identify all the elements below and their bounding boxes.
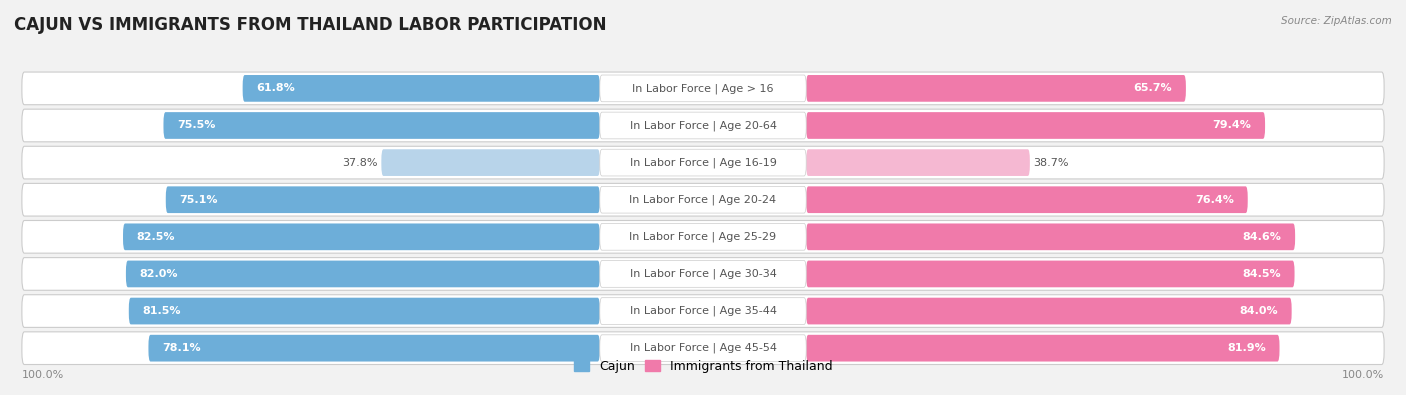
Text: 81.9%: 81.9% [1227, 343, 1265, 353]
Text: In Labor Force | Age 35-44: In Labor Force | Age 35-44 [630, 306, 776, 316]
FancyBboxPatch shape [600, 224, 806, 250]
Text: 84.5%: 84.5% [1241, 269, 1281, 279]
Text: 65.7%: 65.7% [1133, 83, 1173, 93]
FancyBboxPatch shape [127, 261, 600, 287]
Text: In Labor Force | Age 30-34: In Labor Force | Age 30-34 [630, 269, 776, 279]
FancyBboxPatch shape [600, 186, 806, 213]
Text: 100.0%: 100.0% [1341, 370, 1384, 380]
FancyBboxPatch shape [600, 298, 806, 324]
Text: 76.4%: 76.4% [1195, 195, 1234, 205]
Legend: Cajun, Immigrants from Thailand: Cajun, Immigrants from Thailand [569, 355, 837, 378]
Text: 75.1%: 75.1% [180, 195, 218, 205]
FancyBboxPatch shape [22, 183, 1384, 216]
FancyBboxPatch shape [806, 186, 1247, 213]
Text: 84.0%: 84.0% [1239, 306, 1278, 316]
FancyBboxPatch shape [806, 298, 1292, 324]
Text: 100.0%: 100.0% [22, 370, 65, 380]
FancyBboxPatch shape [22, 109, 1384, 142]
FancyBboxPatch shape [243, 75, 600, 102]
FancyBboxPatch shape [600, 112, 806, 139]
Text: CAJUN VS IMMIGRANTS FROM THAILAND LABOR PARTICIPATION: CAJUN VS IMMIGRANTS FROM THAILAND LABOR … [14, 16, 606, 34]
FancyBboxPatch shape [163, 112, 600, 139]
FancyBboxPatch shape [22, 295, 1384, 327]
FancyBboxPatch shape [166, 186, 600, 213]
Text: 82.5%: 82.5% [136, 232, 176, 242]
FancyBboxPatch shape [806, 335, 1279, 361]
Text: In Labor Force | Age 45-54: In Labor Force | Age 45-54 [630, 343, 776, 354]
Text: 61.8%: 61.8% [256, 83, 295, 93]
FancyBboxPatch shape [22, 332, 1384, 365]
FancyBboxPatch shape [600, 335, 806, 361]
FancyBboxPatch shape [600, 75, 806, 102]
Text: 79.4%: 79.4% [1212, 120, 1251, 130]
Text: Source: ZipAtlas.com: Source: ZipAtlas.com [1281, 16, 1392, 26]
Text: 84.6%: 84.6% [1243, 232, 1281, 242]
Text: 75.5%: 75.5% [177, 120, 215, 130]
FancyBboxPatch shape [129, 298, 600, 324]
FancyBboxPatch shape [600, 261, 806, 287]
FancyBboxPatch shape [806, 112, 1265, 139]
Text: In Labor Force | Age 20-64: In Labor Force | Age 20-64 [630, 120, 776, 131]
Text: 82.0%: 82.0% [139, 269, 179, 279]
FancyBboxPatch shape [22, 220, 1384, 253]
FancyBboxPatch shape [22, 146, 1384, 179]
Text: 78.1%: 78.1% [162, 343, 201, 353]
Text: 81.5%: 81.5% [142, 306, 181, 316]
FancyBboxPatch shape [381, 149, 600, 176]
FancyBboxPatch shape [806, 261, 1295, 287]
FancyBboxPatch shape [806, 224, 1295, 250]
Text: 37.8%: 37.8% [343, 158, 378, 167]
FancyBboxPatch shape [806, 149, 1029, 176]
FancyBboxPatch shape [149, 335, 600, 361]
Text: In Labor Force | Age 25-29: In Labor Force | Age 25-29 [630, 231, 776, 242]
Text: In Labor Force | Age 20-24: In Labor Force | Age 20-24 [630, 194, 776, 205]
FancyBboxPatch shape [22, 258, 1384, 290]
FancyBboxPatch shape [122, 224, 600, 250]
Text: In Labor Force | Age > 16: In Labor Force | Age > 16 [633, 83, 773, 94]
FancyBboxPatch shape [806, 75, 1185, 102]
Text: In Labor Force | Age 16-19: In Labor Force | Age 16-19 [630, 157, 776, 168]
FancyBboxPatch shape [600, 149, 806, 176]
Text: 38.7%: 38.7% [1033, 158, 1069, 167]
FancyBboxPatch shape [22, 72, 1384, 105]
